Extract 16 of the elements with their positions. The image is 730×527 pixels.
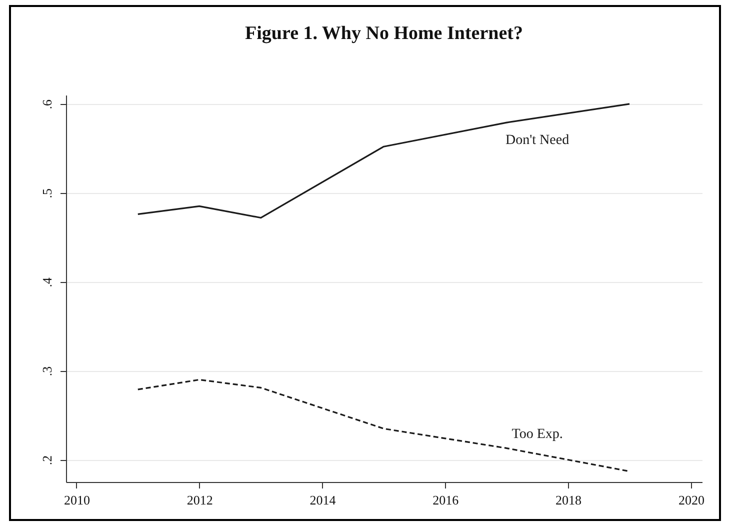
- y-tick-label: .3: [40, 366, 54, 376]
- y-tick-label: .4: [40, 276, 54, 288]
- line-series: [137, 378, 630, 472]
- x-tick-label: 2016: [432, 492, 460, 508]
- x-tick-label: 2010: [64, 492, 90, 508]
- y-tick-label: .5: [40, 188, 54, 198]
- x-tick-label: 2018: [556, 492, 582, 508]
- chart-title: Figure 1. Why No Home Internet?: [245, 23, 523, 44]
- y-tick-label: .2: [40, 455, 54, 466]
- x-tick-label: 2020: [678, 492, 704, 508]
- line-series: [137, 103, 630, 219]
- x-tick-label: 2014: [310, 492, 336, 508]
- x-tick-label: 2012: [186, 492, 213, 508]
- series-label: Too Exp.: [512, 426, 563, 442]
- y-tick-label: .6: [40, 99, 54, 110]
- series-label: Don't Need: [506, 132, 570, 148]
